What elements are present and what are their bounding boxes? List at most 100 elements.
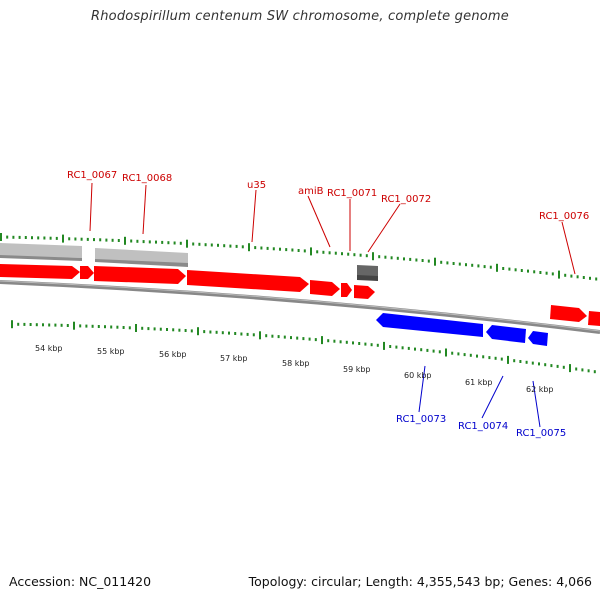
minor-tick xyxy=(403,257,405,261)
misc-feature[interactable] xyxy=(357,265,378,281)
major-tick xyxy=(434,257,436,266)
gene-arrow-reverse[interactable] xyxy=(486,325,526,343)
accession-text: Accession: NC_011420 xyxy=(9,574,152,589)
gene-arrow-forward[interactable] xyxy=(187,270,309,292)
gene-label-rc1-0074[interactable]: RC1_0074 xyxy=(458,421,508,432)
major-tick xyxy=(558,270,560,279)
minor-tick xyxy=(575,367,578,371)
minor-tick xyxy=(74,237,77,241)
minor-tick xyxy=(241,245,244,249)
minor-tick xyxy=(111,238,114,242)
minor-tick xyxy=(451,351,454,355)
major-tick xyxy=(197,327,199,336)
minor-tick xyxy=(538,362,540,366)
minor-tick xyxy=(457,352,460,356)
gene-label-rc1-0076[interactable]: RC1_0076 xyxy=(539,211,589,222)
minor-tick xyxy=(43,236,46,240)
gene-arrow-forward[interactable] xyxy=(310,280,340,296)
gene-label-rc1-0071[interactable]: RC1_0071 xyxy=(327,188,377,199)
major-tick xyxy=(62,234,64,243)
scale-label: 58 kbp xyxy=(282,359,310,368)
minor-tick xyxy=(173,241,176,245)
minor-tick xyxy=(539,271,542,274)
gene-label-u35[interactable]: u35 xyxy=(247,180,266,191)
minor-tick xyxy=(6,235,9,239)
gene-label-rc1-0067[interactable]: RC1_0067 xyxy=(67,170,117,181)
minor-tick xyxy=(421,259,424,262)
rna-feature[interactable] xyxy=(0,243,82,261)
minor-tick xyxy=(285,248,288,252)
minor-tick xyxy=(110,325,113,329)
minor-tick xyxy=(407,346,410,350)
gene-arrow-forward[interactable] xyxy=(80,266,94,279)
gene-arrow-forward[interactable] xyxy=(550,305,587,322)
minor-tick xyxy=(308,337,311,341)
gene-arrow-forward[interactable] xyxy=(94,266,186,284)
minor-tick xyxy=(525,360,528,364)
minor-tick xyxy=(283,335,286,339)
gene-label-rc1-0072[interactable]: RC1_0072 xyxy=(381,194,431,205)
gene-label-amib[interactable]: amiB xyxy=(298,186,324,197)
minor-tick xyxy=(178,328,181,332)
minor-tick xyxy=(550,364,553,368)
gene-label-rc1-0075[interactable]: RC1_0075 xyxy=(516,428,566,439)
major-tick xyxy=(0,233,2,241)
scale-label: 57 kbp xyxy=(220,354,248,363)
gene-arrow-forward[interactable] xyxy=(341,283,352,297)
major-tick xyxy=(321,336,323,345)
minor-tick xyxy=(420,348,423,352)
gene-arrow-forward[interactable] xyxy=(0,264,80,279)
scale-label: 62 kbp xyxy=(526,385,554,394)
minor-tick xyxy=(396,256,399,260)
minor-tick xyxy=(477,264,480,268)
gene-arrow-reverse[interactable] xyxy=(528,331,548,346)
minor-tick xyxy=(254,246,257,250)
minor-tick xyxy=(564,273,567,277)
minor-tick xyxy=(296,336,299,340)
minor-tick xyxy=(341,252,343,256)
minor-tick xyxy=(265,334,268,338)
gene-arrow-forward[interactable] xyxy=(354,285,375,299)
major-tick xyxy=(186,239,188,248)
major-tick xyxy=(73,321,75,330)
minor-tick xyxy=(105,238,108,242)
minor-tick xyxy=(166,328,168,331)
gene-arrow-reverse[interactable] xyxy=(376,313,483,337)
minor-tick xyxy=(172,328,175,332)
minor-tick xyxy=(352,341,354,345)
minor-tick xyxy=(520,269,523,272)
minor-tick xyxy=(551,272,554,276)
rna-feature[interactable] xyxy=(95,248,188,267)
minor-tick xyxy=(593,370,596,374)
scale-label: 61 kbp xyxy=(465,378,493,387)
minor-tick xyxy=(153,327,156,331)
minor-tick xyxy=(210,243,213,247)
minor-tick xyxy=(240,332,243,336)
genome-summary-text: Topology: circular; Length: 4,355,543 bp… xyxy=(248,574,592,589)
minor-tick xyxy=(353,253,356,257)
minor-tick xyxy=(141,326,144,330)
minor-tick xyxy=(562,365,565,369)
scale-label: 56 kbp xyxy=(159,350,187,359)
minor-tick xyxy=(519,360,522,363)
minor-tick xyxy=(229,244,232,248)
minor-tick xyxy=(482,355,485,359)
minor-tick xyxy=(86,237,89,241)
minor-tick xyxy=(322,250,325,254)
minor-tick xyxy=(228,331,230,335)
minor-tick xyxy=(345,340,348,344)
minor-tick xyxy=(99,238,102,242)
minor-tick xyxy=(31,236,33,240)
minor-tick xyxy=(508,267,511,271)
minor-tick xyxy=(316,250,319,254)
gene-arrow-forward[interactable] xyxy=(588,311,600,326)
gene-label-rc1-0068[interactable]: RC1_0068 xyxy=(122,173,172,184)
major-tick xyxy=(11,320,13,329)
minor-tick xyxy=(446,261,449,265)
gene-label-rc1-0073[interactable]: RC1_0073 xyxy=(396,414,446,425)
minor-tick xyxy=(23,322,26,326)
minor-tick xyxy=(395,345,398,349)
minor-tick xyxy=(576,275,579,279)
minor-tick xyxy=(432,349,435,353)
minor-tick xyxy=(130,239,133,243)
